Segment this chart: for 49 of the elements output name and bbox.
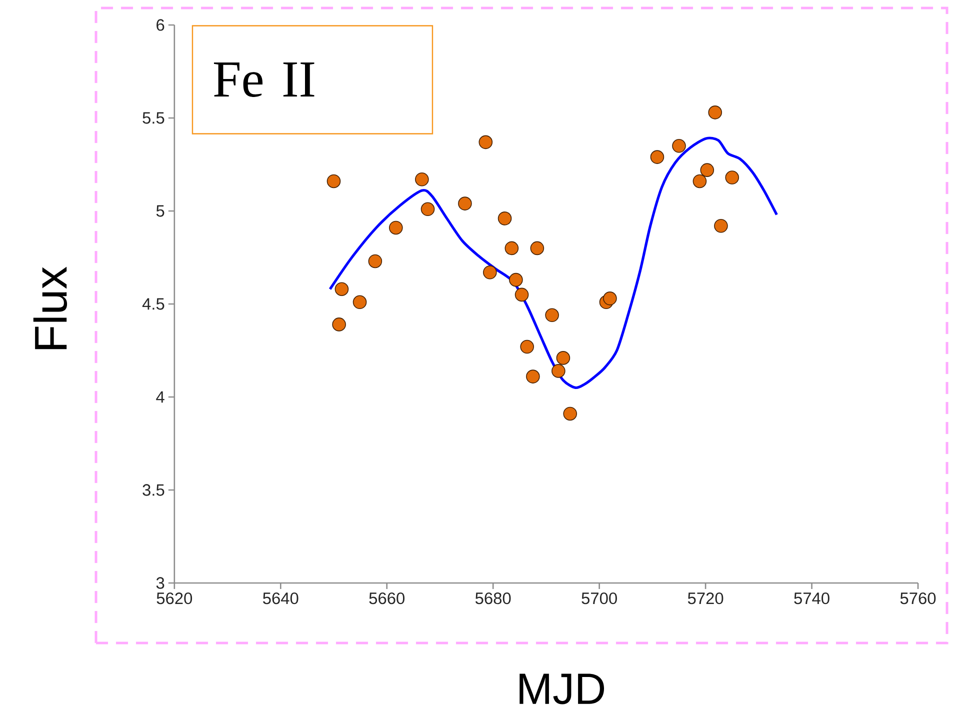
point bbox=[415, 172, 429, 186]
point bbox=[326, 174, 341, 188]
point bbox=[483, 265, 497, 280]
point bbox=[708, 106, 722, 120]
y-tick-label: 4.5 bbox=[142, 298, 164, 310]
y-tick-label: 5 bbox=[156, 205, 164, 217]
y-tick-label: 6 bbox=[156, 19, 164, 31]
x-axis-title: MJD bbox=[520, 674, 604, 704]
point bbox=[530, 241, 544, 256]
point bbox=[700, 163, 714, 177]
y-tick-label: 5.5 bbox=[142, 112, 164, 124]
point bbox=[504, 241, 519, 256]
x-tick-label: 5720 bbox=[688, 592, 724, 604]
point bbox=[332, 318, 346, 332]
point bbox=[514, 288, 529, 302]
point bbox=[650, 150, 664, 164]
x-tick-label: 5640 bbox=[263, 592, 298, 604]
point bbox=[498, 212, 512, 226]
point bbox=[420, 202, 435, 216]
point bbox=[725, 170, 740, 184]
point bbox=[458, 196, 472, 210]
point bbox=[563, 406, 578, 421]
point bbox=[509, 272, 523, 287]
annotation: Fe II bbox=[214, 62, 314, 97]
x-tick-label: 5700 bbox=[582, 592, 617, 604]
x-tick-label: 5740 bbox=[794, 592, 830, 604]
x-tick-label: 5760 bbox=[900, 592, 936, 604]
point bbox=[526, 370, 540, 384]
point bbox=[334, 282, 349, 296]
point bbox=[714, 218, 728, 233]
point bbox=[545, 308, 559, 322]
point bbox=[672, 138, 686, 153]
point bbox=[352, 295, 367, 310]
y-tick-label: 4 bbox=[156, 391, 164, 403]
line-series bbox=[328, 137, 778, 390]
point bbox=[388, 220, 403, 235]
y-axis-title: Flux bbox=[33, 266, 68, 350]
point bbox=[603, 292, 617, 306]
point bbox=[520, 340, 534, 354]
y-tick-label: 3.5 bbox=[142, 484, 164, 496]
y-tick-label: 3 bbox=[156, 577, 164, 589]
point bbox=[556, 351, 570, 365]
x-tick-label: 5660 bbox=[369, 592, 404, 604]
x-tick-label: 5680 bbox=[475, 592, 511, 604]
point bbox=[692, 174, 707, 188]
point bbox=[552, 364, 566, 378]
x-tick-label: 5620 bbox=[156, 592, 192, 604]
point bbox=[368, 254, 382, 268]
point bbox=[478, 135, 493, 150]
